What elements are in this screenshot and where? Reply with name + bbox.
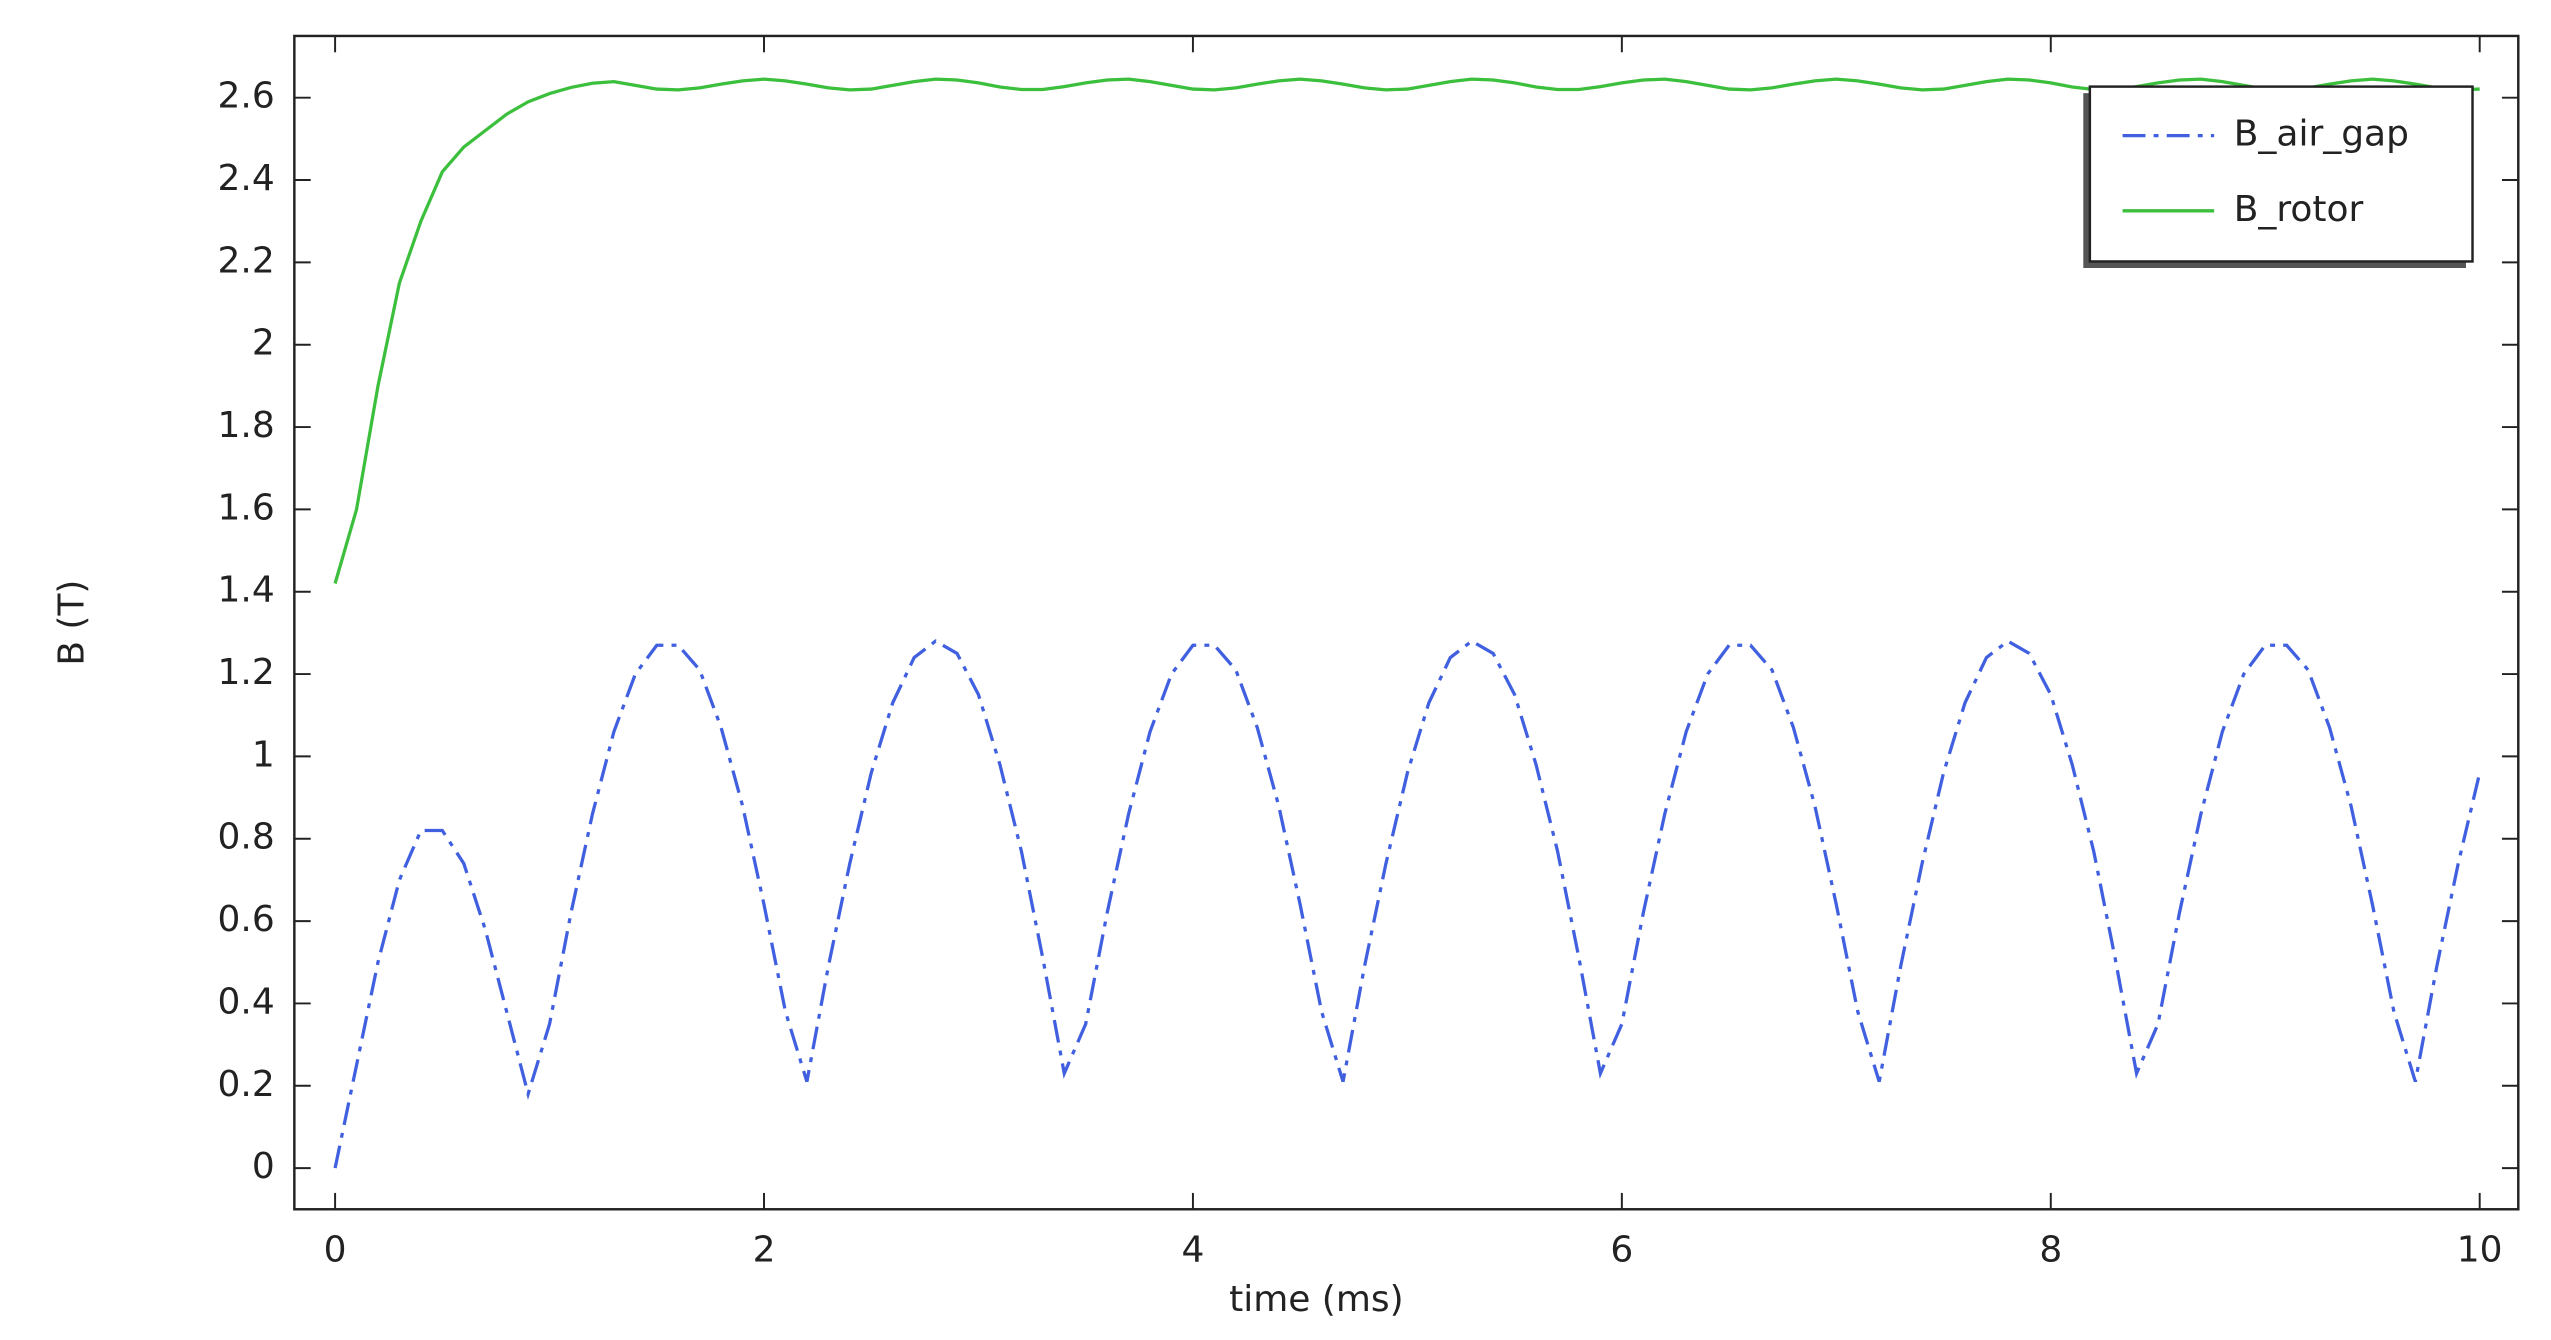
y-tick-label: 0.6 (218, 899, 275, 940)
y-tick-label: 1.2 (218, 652, 275, 693)
x-axis-label: time (ms) (1229, 1279, 1404, 1320)
y-tick-label: 1.8 (218, 405, 275, 446)
y-tick-label: 2.2 (218, 240, 275, 281)
y-tick-label: 0 (252, 1146, 275, 1187)
y-tick-label: 0.4 (218, 981, 275, 1022)
legend-label: B_rotor (2234, 189, 2364, 230)
legend-box (2088, 85, 2474, 263)
y-tick-label: 0.2 (218, 1064, 275, 1105)
x-tick-label: 10 (2457, 1230, 2503, 1271)
x-tick-label: 2 (753, 1230, 776, 1271)
y-tick-label: 1 (252, 734, 275, 775)
plot-frame (293, 34, 2520, 1211)
y-axis-label: B (T) (52, 580, 93, 666)
x-tick-label: 0 (324, 1230, 347, 1271)
y-tick-label: 2 (252, 323, 275, 364)
legend-label: B_air_gap (2234, 114, 2409, 155)
y-tick-label: 2.4 (218, 158, 275, 199)
x-tick-label: 8 (2039, 1230, 2062, 1271)
x-tick-label: 6 (1610, 1230, 1633, 1271)
legend: B_air_gap B_rotor (2083, 85, 2474, 269)
series-line (333, 639, 2482, 1169)
y-tick-label: 1.4 (218, 570, 275, 611)
y-tick-label: 1.6 (218, 487, 275, 528)
y-tick-label: 2.6 (218, 76, 275, 117)
x-tick-label: 4 (1181, 1230, 1204, 1271)
y-tick-label: 0.8 (218, 817, 275, 858)
